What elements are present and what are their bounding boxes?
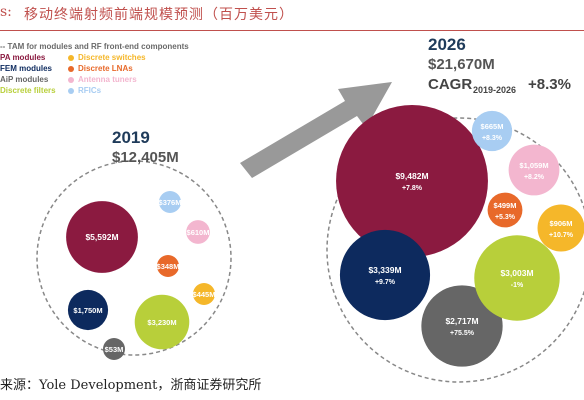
bubble-value-label: $665M (481, 122, 504, 131)
growth-arrow-label: +8.3% (280, 94, 317, 123)
total-label: $12,405M (112, 149, 179, 166)
bubble (471, 110, 513, 152)
bubble-growth-label: +5.3% (495, 214, 516, 221)
bubble-value-label: $376M (159, 198, 182, 207)
bubble-growth-label: +10.7% (549, 232, 574, 239)
legend-item: FEM modules (0, 64, 52, 75)
bubble-value-label: $53M (105, 345, 124, 354)
bubble-value-label: $5,592M (85, 232, 118, 242)
bubble (537, 204, 584, 252)
bubble (474, 235, 560, 321)
figure-label: s: (0, 4, 12, 20)
bubble (157, 255, 179, 277)
legend-label: Discrete switches (78, 53, 146, 62)
bubble-growth-label: +8.2% (524, 174, 545, 181)
bubble-value-label: $348M (157, 262, 180, 271)
legend-item: PA modules (0, 53, 45, 64)
bubble (67, 289, 109, 331)
bubble-value-label: $9,482M (395, 171, 428, 181)
year-label: 2019 (112, 128, 150, 147)
bubble-growth-label: +8.3% (482, 135, 503, 142)
bubble-value-label: $445M (193, 290, 216, 299)
bubble-value-label: $3,339M (368, 265, 401, 275)
chart-legend: -- TAM for modules and RF front-end comp… (0, 42, 260, 102)
bubble (421, 285, 503, 367)
total-frame-circle (326, 117, 584, 383)
bubble-value-label: $906M (550, 219, 573, 228)
cagr-value: +8.3% (528, 76, 571, 93)
bubble (193, 283, 215, 305)
bubble-value-label: $3,230M (147, 318, 176, 327)
bubble-growth-label: -1% (511, 282, 524, 289)
bubble (339, 229, 431, 321)
bubble-value-label: $1,750M (73, 306, 102, 315)
legend-item: Discrete LNAs (68, 64, 133, 75)
bubble-value-label: $499M (494, 201, 517, 210)
legend-label: PA modules (0, 53, 46, 62)
bubble (66, 201, 138, 273)
source-note: 来源：Yole Development，浙商证券研究所 (0, 378, 262, 393)
legend-swatch (68, 76, 74, 83)
bubble-value-label: $2,717M (445, 316, 478, 326)
cagr-period: 2019-2026 (473, 85, 516, 95)
figure-title: 移动终端射频前端规模预测（百万美元） (24, 7, 294, 23)
total-label: $21,670M (428, 56, 495, 73)
bubble (134, 294, 190, 350)
legend-item: Discrete switches (68, 53, 146, 64)
bubble-value-label: $610M (187, 228, 210, 237)
growth-arrow (240, 82, 392, 178)
bubble-growth-label: +9.7% (375, 279, 396, 286)
bubble-value-label: $1,059M (519, 161, 548, 170)
header-rule (0, 30, 584, 31)
bubble (508, 144, 560, 196)
bubble (487, 192, 523, 228)
legend-item: AiP modules (0, 75, 48, 86)
legend-swatch (68, 87, 74, 94)
year-label: 2026 (428, 35, 466, 54)
bubble (103, 338, 125, 360)
cagr-label: CAGR (428, 76, 472, 93)
legend-label: Discrete LNAs (78, 64, 133, 73)
legend-heading: -- TAM for modules and RF front-end comp… (0, 42, 189, 51)
bubble-growth-label: +7.8% (402, 185, 423, 192)
bubble-value-label: $3,003M (500, 268, 533, 278)
legend-swatch (68, 65, 74, 72)
bubble-growth-label: +75.5% (450, 330, 475, 337)
legend-label: RFICs (78, 86, 102, 95)
bubble (336, 105, 488, 257)
legend-item: Discrete filters (0, 86, 56, 97)
legend-item: Antenna tuners (68, 75, 137, 86)
legend-label: AiP modules (0, 75, 49, 84)
legend-item: RFICs (68, 86, 101, 97)
legend-label: Antenna tuners (78, 75, 137, 84)
legend-label: FEM modules (0, 64, 53, 73)
bubble (159, 191, 181, 213)
legend-swatch (68, 54, 74, 61)
legend-label: Discrete filters (0, 86, 56, 95)
total-frame-circle (36, 160, 232, 356)
bubble (186, 220, 210, 244)
